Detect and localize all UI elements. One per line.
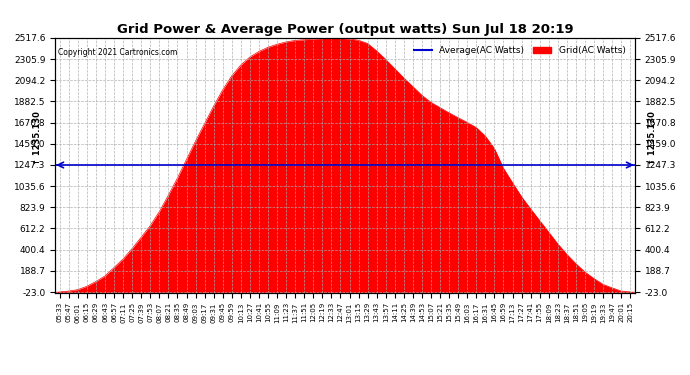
- Text: Copyright 2021 Cartronics.com: Copyright 2021 Cartronics.com: [58, 48, 177, 57]
- Title: Grid Power & Average Power (output watts) Sun Jul 18 20:19: Grid Power & Average Power (output watts…: [117, 23, 573, 36]
- Text: ↑ 1235.130: ↑ 1235.130: [648, 111, 657, 165]
- Legend: Average(AC Watts), Grid(AC Watts): Average(AC Watts), Grid(AC Watts): [413, 45, 627, 57]
- Text: ↑ 1235.130: ↑ 1235.130: [33, 111, 42, 165]
